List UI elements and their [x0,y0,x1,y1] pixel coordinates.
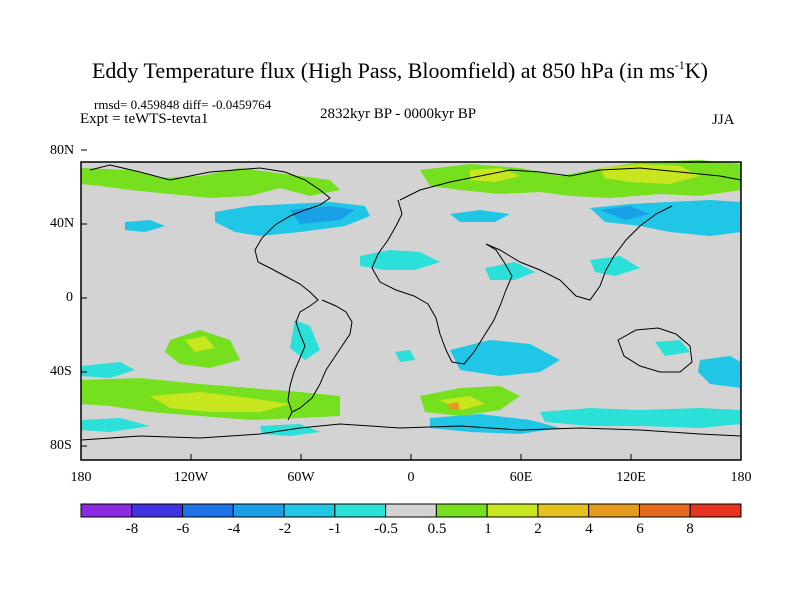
colorbar-swatch [638,503,691,518]
colorbar-label: -2 [278,521,292,537]
lat-label-80s: 80S [50,438,72,453]
colorbar-swatch [232,503,285,518]
axis-ticks [80,149,742,460]
lat-label-40n: 40N [50,216,75,231]
colorbar-swatch [435,503,488,518]
lat-label-80n: 80N [50,143,75,158]
colorbar-label: -0.5 [374,521,398,537]
colorbar-label: 6 [636,521,644,537]
colorbar-label: 2 [534,521,542,537]
colorbar-label: -6 [176,521,190,537]
colorbar-swatch [588,503,640,518]
colorbar [80,503,742,518]
anomaly-fields [81,160,741,436]
colorbar-label: 4 [585,521,593,537]
colorbar-swatch [385,503,437,518]
lat-label-40s: 40S [50,364,72,379]
colorbar-swatch [334,503,387,518]
colorbar-swatch [537,503,590,518]
colorbar-label: -8 [125,521,139,537]
lat-label-0: 0 [66,290,73,305]
experiment-label: Expt = teWTS-tevta1 [80,111,209,127]
lon-label-60w: 60W [287,470,315,485]
colorbar-swatch [689,503,742,518]
colorbar-swatch [80,503,133,518]
period-label: 2832kyr BP - 0000kyr BP [320,106,477,122]
lon-label-180w: 180 [70,470,92,485]
lon-label-60e: 60E [509,470,533,485]
coastlines [80,164,742,441]
colorbar-label: 8 [686,521,694,537]
plot-title: Eddy Temperature flux (High Pass, Bloomf… [91,58,708,83]
colorbar-swatch [486,503,539,518]
lon-label-0: 0 [407,470,415,485]
colorbar-label: 0.5 [427,521,447,537]
lon-label-120e: 120E [616,470,646,485]
colorbar-swatch [283,503,336,518]
colorbar-swatch [131,503,184,518]
season-label: JJA [712,112,735,128]
lon-label-180e: 180 [730,470,752,485]
colorbar-label: 1 [484,521,492,537]
colorbar-label: -4 [227,521,241,537]
lon-label-120w: 120W [173,470,209,485]
colorbar-label: -1 [328,521,342,537]
stats-label: rmsd= 0.459848 diff= -0.0459764 [94,97,272,112]
colorbar-swatch [182,503,234,518]
